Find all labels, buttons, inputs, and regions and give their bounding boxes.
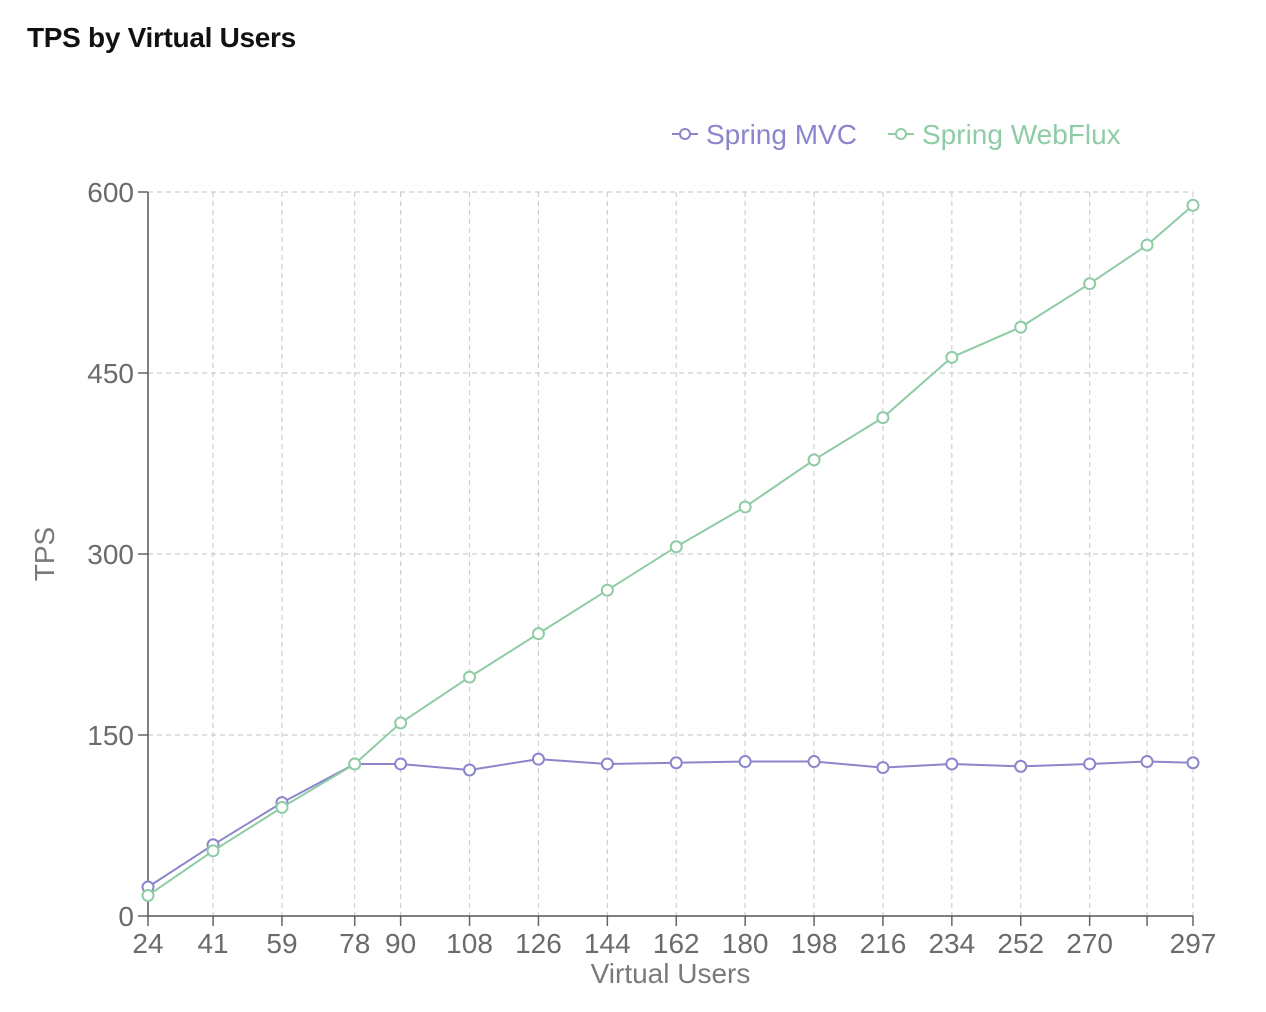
data-point[interactable] [531,752,545,766]
grid [148,191,1194,916]
data-point[interactable] [1140,238,1154,252]
data-point[interactable] [876,411,890,425]
x-tick-label: 126 [515,928,562,959]
x-tick-label: 252 [997,928,1044,959]
data-point[interactable] [275,800,289,814]
series-spring-webflux [141,198,1200,902]
data-point[interactable] [600,757,614,771]
x-tick-label: 162 [653,928,700,959]
legend-marker-icon [895,128,907,140]
data-point[interactable] [1140,755,1154,769]
data-point[interactable] [206,844,220,858]
y-tick-label: 150 [87,720,134,751]
y-tick-label: 600 [87,177,134,208]
x-tick-label: 41 [197,928,228,959]
x-tick-label: 90 [385,928,416,959]
x-tick-label: 59 [266,928,297,959]
legend-item[interactable]: Spring WebFlux [888,119,1121,150]
x-tick-label: 144 [584,928,631,959]
chart-title: TPS by Virtual Users [27,22,296,53]
data-point[interactable] [738,755,752,769]
data-point[interactable] [669,540,683,554]
data-point[interactable] [1014,320,1028,334]
x-tick-label: 180 [722,928,769,959]
data-point[interactable] [945,757,959,771]
data-point[interactable] [1014,759,1028,773]
x-tick-label: 270 [1066,928,1113,959]
series-spring-mvc [141,752,1200,894]
legend[interactable]: Spring MVC Spring WebFlux [672,119,1121,150]
x-tick-label: 78 [339,928,370,959]
x-tick-label: 216 [860,928,907,959]
tick-labels: 0 150 300 450 600 24 41 59 78 90 108 126 144 162 180 19… [29,177,1216,989]
y-axis-title: TPS [29,527,60,581]
data-point[interactable] [876,761,890,775]
series [141,198,1200,902]
series-line [147,758,1194,888]
data-point[interactable] [141,888,155,902]
y-tick-label: 300 [87,539,134,570]
legend-item[interactable]: Spring MVC [672,119,857,150]
legend-marker-icon [679,128,691,140]
series-line [147,204,1194,897]
data-point[interactable] [463,763,477,777]
x-tick-label: 24 [132,928,163,959]
data-point[interactable] [1083,277,1097,291]
x-axis-title: Virtual Users [591,958,751,989]
x-tick-label: 297 [1170,928,1217,959]
data-point[interactable] [945,350,959,364]
data-point[interactable] [738,500,752,514]
x-tick-label: 108 [446,928,493,959]
data-point[interactable] [807,755,821,769]
data-point[interactable] [394,757,408,771]
data-point[interactable] [1186,756,1200,770]
data-point[interactable] [394,716,408,730]
data-point[interactable] [600,583,614,597]
legend-label: Spring WebFlux [922,119,1121,150]
x-tick-label: 198 [791,928,838,959]
x-tick-label: 234 [928,928,975,959]
data-point[interactable] [531,627,545,641]
data-point[interactable] [348,757,362,771]
axes [138,191,1194,926]
data-point[interactable] [1186,198,1200,212]
data-point[interactable] [1083,757,1097,771]
data-point[interactable] [807,453,821,467]
y-tick-label: 450 [87,358,134,389]
data-point[interactable] [463,670,477,684]
data-point[interactable] [669,756,683,770]
legend-label: Spring MVC [706,119,857,150]
y-tick-label: 0 [118,901,134,932]
